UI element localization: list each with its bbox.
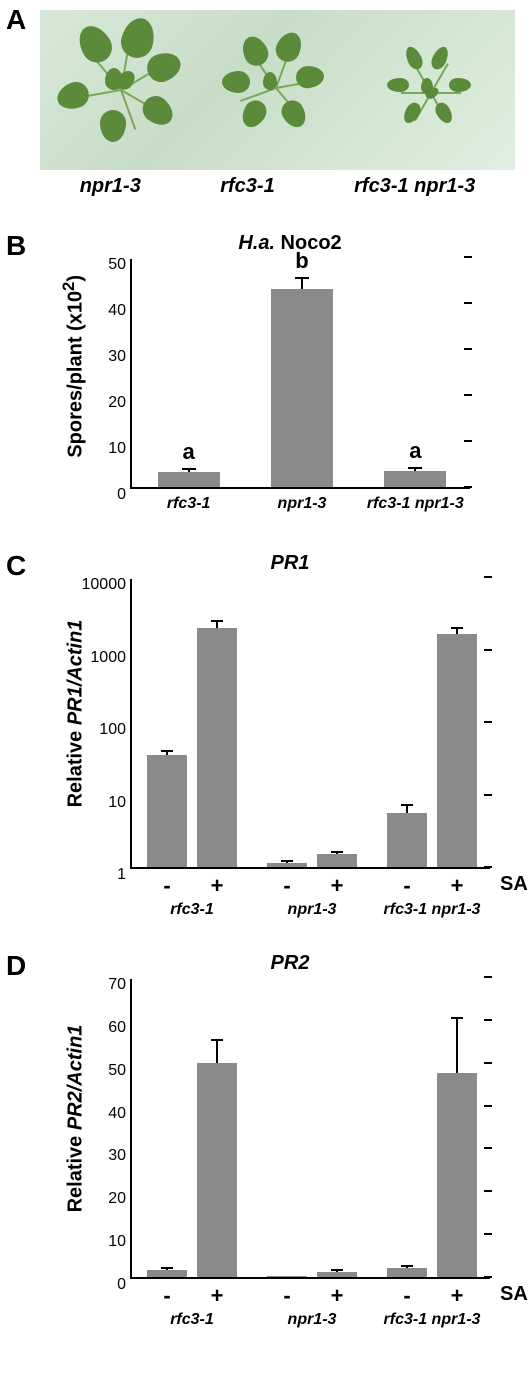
treatment-label: + <box>331 1283 344 1309</box>
ytick-label: 30 <box>108 1147 132 1165</box>
panel-c-chart: PR1 110100100010000-+-+-+rfc3-1npr1-3rfc… <box>70 552 510 869</box>
chart-c-ylabel: Relative PR1/Actin1 <box>64 620 87 808</box>
ytick-label: 0 <box>117 486 132 504</box>
chart-c-title: PR1 <box>70 552 510 575</box>
ytick-label: 70 <box>108 976 132 994</box>
ytick-label: 10 <box>108 1233 132 1251</box>
genotype-label: rfc3-1 <box>220 175 274 198</box>
x-genotype-label: npr1-3 <box>252 901 372 919</box>
ytick-label: 100 <box>99 721 132 739</box>
bar <box>267 863 307 867</box>
x-genotype-label: rfc3-1 <box>132 901 252 919</box>
panel-a-genotype-labels: npr1-3 rfc3-1 rfc3-1 npr1-3 <box>40 175 515 198</box>
panel-c-label: C <box>6 550 26 582</box>
bar <box>158 472 220 487</box>
x-genotype-label: rfc3-1 npr1-3 <box>372 901 492 919</box>
bar <box>147 1270 187 1277</box>
ytick-label: 60 <box>108 1019 132 1037</box>
bar <box>271 289 333 487</box>
treatment-label: + <box>451 873 464 899</box>
panel-d-label: D <box>6 950 26 982</box>
ytick-label: 10000 <box>82 576 133 594</box>
bar <box>437 1073 477 1277</box>
treatment-label: + <box>451 1283 464 1309</box>
ytick-label: 10 <box>108 440 132 458</box>
chart-d-title: PR2 <box>70 952 510 975</box>
bar <box>147 755 187 867</box>
treatment-label: - <box>163 873 170 899</box>
treatment-label: - <box>403 873 410 899</box>
panel-a-label: A <box>6 4 26 36</box>
bar <box>384 471 446 487</box>
ytick-label: 0 <box>117 1276 132 1294</box>
bar <box>197 628 237 867</box>
x-genotype-label: rfc3-1 <box>132 1311 252 1329</box>
x-genotype-label: rfc3-1 npr1-3 <box>372 1311 492 1329</box>
treatment-label: + <box>331 873 344 899</box>
ytick-label: 20 <box>108 394 132 412</box>
panel-d-chart: PR2 010203040506070-+-+-+rfc3-1npr1-3rfc… <box>70 952 510 1279</box>
treatment-axis-label: SA <box>500 873 528 896</box>
ytick-label: 20 <box>108 1190 132 1208</box>
genotype-label: npr1-3 <box>80 175 141 198</box>
bar <box>197 1063 237 1277</box>
treatment-label: - <box>283 1283 290 1309</box>
treatment-label: - <box>283 873 290 899</box>
treatment-label: + <box>211 873 224 899</box>
ytick-label: 50 <box>108 1062 132 1080</box>
treatment-label: - <box>403 1283 410 1309</box>
treatment-label: + <box>211 1283 224 1309</box>
significance-label: b <box>295 248 308 274</box>
bar <box>437 634 477 867</box>
chart-b-title: H.a. Noco2 <box>70 232 510 255</box>
significance-label: a <box>409 438 421 464</box>
ytick-label: 40 <box>108 1105 132 1123</box>
x-genotype-label: rfc3-1 npr1-3 <box>360 495 470 513</box>
ytick-label: 10 <box>108 794 132 812</box>
treatment-axis-label: SA <box>500 1283 528 1306</box>
genotype-label: rfc3-1 npr1-3 <box>354 175 475 198</box>
ytick-label: 50 <box>108 256 132 274</box>
bar <box>317 854 357 867</box>
bar <box>387 813 427 867</box>
ytick-label: 40 <box>108 302 132 320</box>
x-genotype-label: rfc3-1 <box>134 495 244 513</box>
bar <box>317 1272 357 1277</box>
bar <box>267 1276 307 1277</box>
ytick-label: 1 <box>117 866 132 884</box>
x-genotype-label: npr1-3 <box>247 495 357 513</box>
significance-label: a <box>183 439 195 465</box>
x-genotype-label: npr1-3 <box>252 1311 372 1329</box>
chart-d-ylabel: Relative PR2/Actin1 <box>64 1025 87 1213</box>
panel-b-label: B <box>6 230 26 262</box>
panel-a-photo <box>40 10 515 170</box>
ytick-label: 1000 <box>90 649 132 667</box>
ytick-label: 30 <box>108 348 132 366</box>
chart-b-ylabel: Spores/plant (x102) <box>59 275 88 458</box>
treatment-label: - <box>163 1283 170 1309</box>
bar <box>387 1268 427 1277</box>
panel-b-chart: H.a. Noco2 01020304050arfc3-1bnpr1-3arfc… <box>70 232 510 489</box>
